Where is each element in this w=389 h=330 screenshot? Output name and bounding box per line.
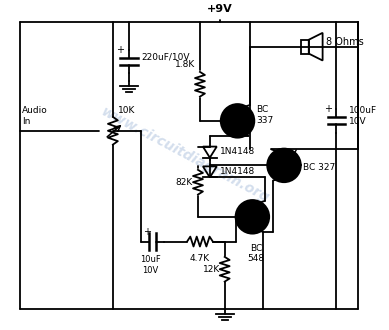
Text: 220uF/10V: 220uF/10V — [142, 52, 190, 61]
Circle shape — [267, 148, 301, 182]
Text: +: + — [116, 45, 124, 54]
Circle shape — [221, 104, 254, 138]
Text: BC
337: BC 337 — [256, 105, 273, 125]
Text: 10uF
10V: 10uF 10V — [140, 255, 161, 275]
Circle shape — [236, 200, 269, 234]
Text: Audio
In: Audio In — [22, 106, 47, 126]
Text: 4.7K: 4.7K — [190, 254, 210, 263]
Text: 12K: 12K — [203, 265, 220, 274]
Text: 1N4148: 1N4148 — [220, 167, 255, 176]
Text: 1.8K: 1.8K — [175, 60, 195, 69]
Text: BC 327: BC 327 — [303, 163, 335, 172]
Text: www.circuitdiagram.org: www.circuitdiagram.org — [98, 105, 272, 206]
Text: +: + — [142, 227, 151, 237]
Text: 8 Ohms: 8 Ohms — [326, 37, 363, 47]
Text: 100uF
10V: 100uF 10V — [349, 106, 377, 126]
Text: BC
548: BC 548 — [248, 244, 265, 263]
Text: +9V: +9V — [207, 4, 233, 14]
Text: 10K: 10K — [118, 107, 135, 116]
Text: +: + — [324, 104, 331, 114]
Bar — [301, 40, 309, 53]
Text: 1N4148: 1N4148 — [220, 147, 255, 156]
Text: 82K: 82K — [176, 178, 193, 187]
